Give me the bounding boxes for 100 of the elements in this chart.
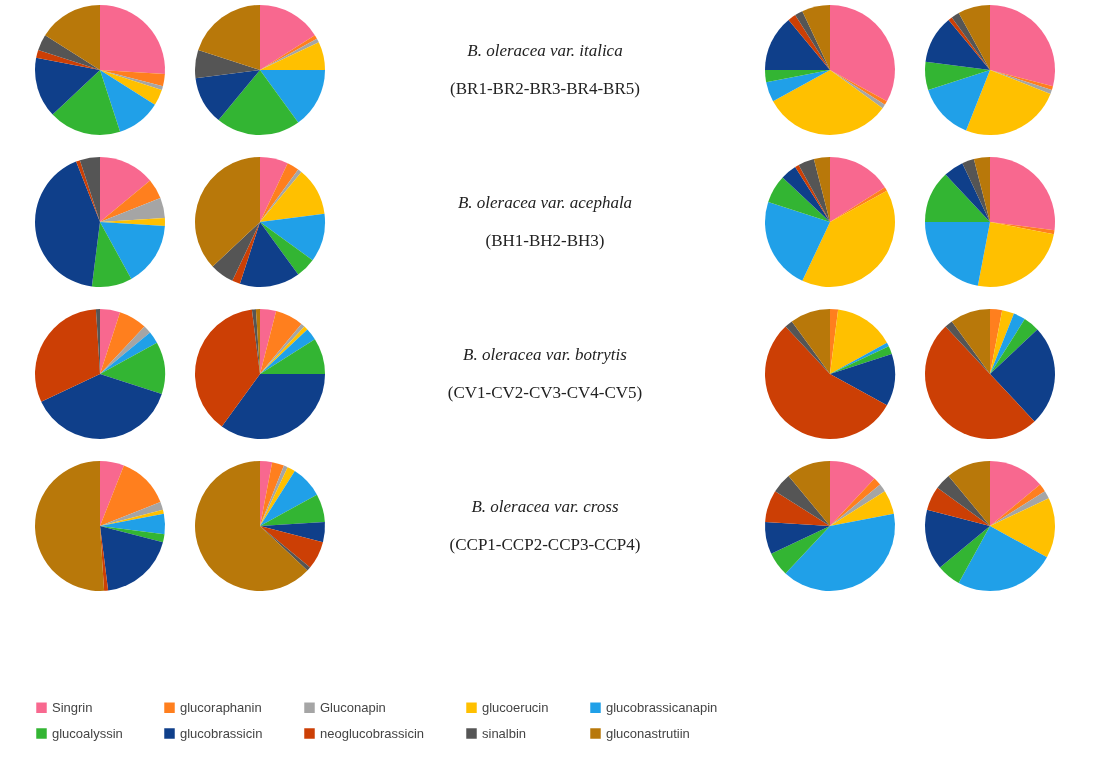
pie-slice: [218, 70, 299, 135]
pie-slice: [830, 157, 885, 222]
legend-label: Gluconapin: [320, 699, 386, 715]
pie-slice: [260, 521, 325, 543]
pie-slice: [775, 475, 830, 526]
pie-slice: [239, 222, 299, 287]
pie-slice: [990, 461, 1041, 526]
pie-slice: [195, 157, 260, 267]
pie-slice: [100, 461, 124, 526]
legend-label: Singrin: [52, 699, 93, 715]
pie-slice: [958, 526, 1047, 591]
pie-slice: [100, 309, 121, 374]
pie-slice: [260, 461, 273, 526]
text: B. oleracea var. acephala: [457, 192, 633, 212]
pie-slice: [765, 521, 830, 554]
pie-slice: [990, 222, 1055, 235]
text: (BH1-BH2-BH3): [485, 231, 605, 251]
pie-slice: [198, 5, 260, 70]
pie-slice: [100, 70, 155, 132]
pie-slice: [100, 312, 145, 374]
pie-slice: [260, 329, 315, 374]
pie-slice: [937, 475, 990, 526]
pie-slice: [830, 461, 875, 526]
pie-slice: [35, 461, 105, 591]
pie-slice: [830, 491, 894, 526]
pie-slice: [100, 5, 165, 75]
text: (CV1-CV2-CV3-CV4-CV5): [447, 383, 643, 403]
pie-slice: [958, 5, 990, 70]
pie-slice: [260, 311, 302, 374]
pie-slice: [45, 5, 100, 70]
pie-slice: [260, 70, 325, 123]
pie-slice: [260, 171, 325, 222]
pie-slice: [813, 157, 830, 222]
pie-slice: [990, 309, 1003, 374]
pie-slice: [798, 159, 830, 222]
pie-slice: [41, 374, 162, 439]
pie-slice: [973, 157, 990, 222]
pie-slice: [100, 509, 164, 526]
pie-slice: [221, 374, 325, 439]
legend-label: sinalbin: [482, 725, 527, 741]
pie-slice: [830, 484, 885, 526]
pie-slice: [791, 309, 830, 374]
text: B. oleracea var. botrytis: [463, 344, 628, 364]
pie-slice: [260, 222, 313, 275]
pie-slice: [795, 165, 830, 222]
pie-slice: [951, 309, 990, 374]
pie-slice: [830, 353, 895, 406]
legend-label: glucoerucin: [482, 699, 549, 715]
legend-label: glucoraphanin: [180, 699, 262, 715]
legend-label: glucoalyssin: [52, 725, 123, 741]
pie-slice: [768, 177, 830, 222]
pie-slice: [771, 526, 830, 574]
pie-slice: [100, 526, 165, 543]
pie-slice: [260, 339, 325, 374]
text: B. oleracea var. cross: [471, 496, 619, 516]
pie-slice: [948, 461, 990, 526]
pie-slice: [100, 198, 165, 222]
pie-slice: [939, 526, 990, 583]
pie-slice: [100, 332, 157, 374]
pie-slice: [765, 70, 830, 83]
pie-slice: [100, 513, 165, 535]
pie-slice: [38, 35, 100, 70]
pie-slice: [785, 513, 895, 591]
pie-slice: [925, 509, 990, 568]
pie-slice: [802, 190, 895, 287]
pie-slice: [966, 70, 1051, 135]
pie-slice: [35, 57, 100, 115]
pie-slice: [830, 187, 887, 222]
pie-slice: [260, 157, 288, 222]
pie-slice: [990, 310, 1014, 374]
pie-slice: [91, 222, 132, 287]
pie-slice: [100, 502, 163, 526]
pie-slice: [990, 491, 1049, 526]
pie-slice: [773, 70, 883, 135]
pie-slice: [990, 319, 1038, 374]
pie-slice: [195, 70, 260, 121]
pie-slice: [100, 342, 165, 395]
pie-slice: [260, 309, 277, 374]
pie-slice: [195, 461, 308, 591]
pie-slice: [765, 491, 830, 526]
pie-slice: [35, 309, 100, 402]
legend-label: glucobrassicanapin: [606, 699, 718, 715]
pie-slice: [962, 159, 990, 222]
pie-slice: [766, 70, 830, 102]
pie-slice: [260, 42, 325, 70]
pie-slice: [830, 5, 895, 102]
pie-slice: [927, 487, 990, 526]
text: (CCP1-CCP2-CCP3-CCP4): [449, 535, 641, 555]
pie-slice: [830, 309, 887, 374]
pie-slice: [260, 494, 325, 526]
pie-slice: [260, 213, 325, 261]
pie-slice: [925, 61, 990, 91]
pie-slice: [52, 70, 121, 135]
pie-slice: [100, 157, 151, 222]
pie-slice: [830, 478, 881, 526]
pie-slice: [765, 201, 830, 281]
pie-slice: [100, 180, 161, 222]
pie-slice: [928, 70, 990, 131]
pie-slice: [795, 11, 830, 70]
pie-slice: [232, 222, 260, 284]
